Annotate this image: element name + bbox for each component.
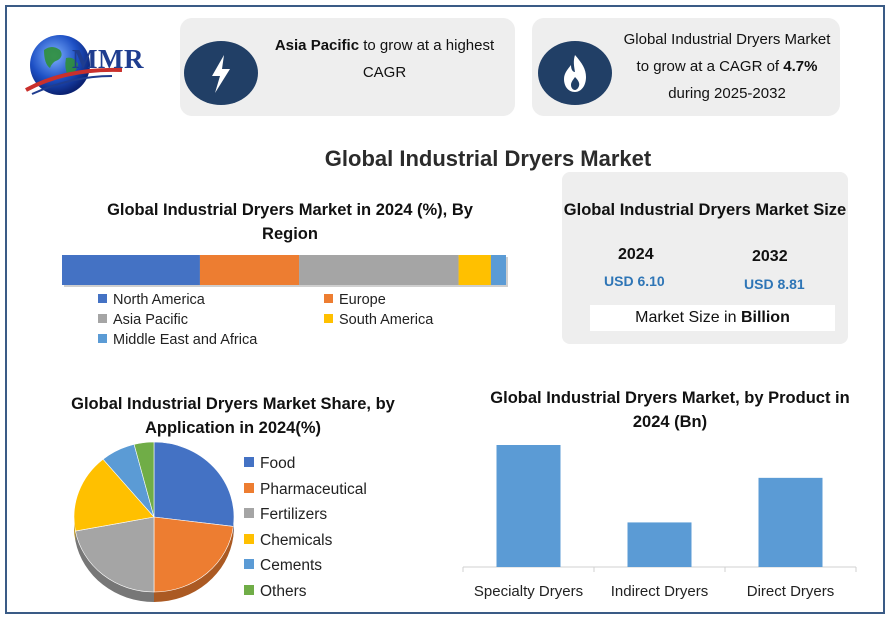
page-title: Global Industrial Dryers Market: [324, 146, 652, 171]
legend-label: Pharmaceutical: [260, 480, 367, 498]
x-tick-label: Specialty Dryers: [474, 583, 583, 600]
market-size-card: Global Industrial Dryers Market Size 202…: [562, 172, 848, 344]
x-tick-label: Direct Dryers: [747, 583, 835, 600]
region-legend-item: Asia Pacific: [98, 312, 188, 328]
legend-swatch: [324, 294, 333, 303]
region-bar-segment-asia-pacific: [299, 255, 459, 285]
application-legend-item: Pharmaceutical: [244, 481, 367, 507]
pie-slice-others: [133, 441, 155, 518]
application-legend-item: Chemicals: [244, 532, 367, 558]
application-chart-title: Global Industrial Dryers Market Share, b…: [71, 395, 395, 437]
legend-swatch: [244, 584, 254, 595]
pie-slice-chemicals: [73, 458, 155, 532]
highlight-text-cagr: Global Industrial Dryers Market to grow …: [623, 31, 831, 102]
logo-text: MMR: [72, 44, 144, 74]
globe-icon: [25, 35, 123, 95]
lightning-icon: [212, 55, 230, 93]
market-size-title: Global Industrial Dryers Market Size: [563, 201, 847, 219]
pie-slice-food: [153, 441, 235, 527]
value-2032: USD 8.81: [744, 276, 805, 292]
pie-slice-side-pharmaceutical: [154, 526, 234, 602]
legend-swatch: [244, 482, 254, 493]
bar-specialty-dryers: [496, 445, 561, 567]
application-legend-item: Others: [244, 583, 367, 609]
legend-swatch: [324, 314, 333, 323]
region-legend-item: Middle East and Africa: [98, 332, 257, 348]
legend-label: Europe: [339, 292, 386, 308]
bar-direct-dryers: [758, 477, 823, 567]
highlight-card-cagr: Global Industrial Dryers Market to grow …: [532, 18, 840, 116]
highlight-icon-circle: [538, 41, 612, 105]
pie-slice-side-chemicals: [74, 517, 76, 542]
region-bar-segment-north-america: [62, 255, 200, 285]
application-legend-item: Cements: [244, 557, 367, 583]
legend-swatch: [244, 533, 254, 544]
region-bar-segment-south-america: [458, 255, 491, 285]
application-legend-item: Food: [244, 455, 367, 481]
legend-label: Chemicals: [260, 531, 333, 549]
highlight-card-region: Asia Pacific to grow at a highest CAGR: [180, 18, 515, 116]
application-legend-item: Fertilizers: [244, 506, 367, 532]
region-bar-segment-middle-east-and-africa: [490, 255, 506, 285]
year-2024: 2024: [618, 246, 654, 263]
legend-label: North America: [113, 292, 205, 308]
legend-swatch: [244, 559, 254, 569]
legend-label: Cements: [260, 557, 323, 574]
legend-swatch: [98, 334, 107, 343]
legend-label: Asia Pacific: [113, 312, 188, 328]
region-bar-segment-europe: [199, 255, 300, 285]
legend-swatch: [98, 294, 107, 303]
highlight-text-region: Asia Pacific to grow at a highest CAGR: [274, 37, 495, 81]
pie-slice-fertilizers: [75, 516, 155, 593]
year-2032: 2032: [752, 248, 788, 265]
legend-swatch: [244, 457, 254, 467]
legend-swatch: [98, 314, 107, 323]
value-2024: USD 6.10: [604, 273, 665, 289]
pie-slice-side-fertilizers: [75, 531, 154, 602]
flame-icon: [564, 55, 586, 92]
highlight-icon-circle: [184, 41, 258, 105]
legend-label: Others: [260, 582, 307, 600]
legend-label: Middle East and Africa: [113, 332, 258, 348]
market-size-unit: Market Size in Billion: [590, 305, 835, 331]
application-legend: Food Pharmaceutical Fertilizers Chemicals Ce…: [244, 455, 367, 608]
x-tick-label: Indirect Dryers: [611, 583, 709, 600]
legend-label: Fertilizers: [260, 506, 328, 523]
bar-indirect-dryers: [627, 522, 692, 567]
legend-swatch: [244, 508, 254, 518]
region-legend-item: North America: [98, 292, 205, 308]
region-legend-item: Europe: [324, 292, 386, 308]
legend-label: Food: [260, 455, 296, 472]
region-chart-title: Global Industrial Dryers Market in 2024 …: [107, 201, 473, 243]
product-chart-title: Global Industrial Dryers Market, by Prod…: [490, 389, 850, 431]
legend-label: South America: [339, 312, 434, 328]
region-legend-item: South America: [324, 312, 433, 328]
pie-slice-pharmaceutical: [153, 516, 234, 593]
mmr-logo: [22, 28, 172, 118]
